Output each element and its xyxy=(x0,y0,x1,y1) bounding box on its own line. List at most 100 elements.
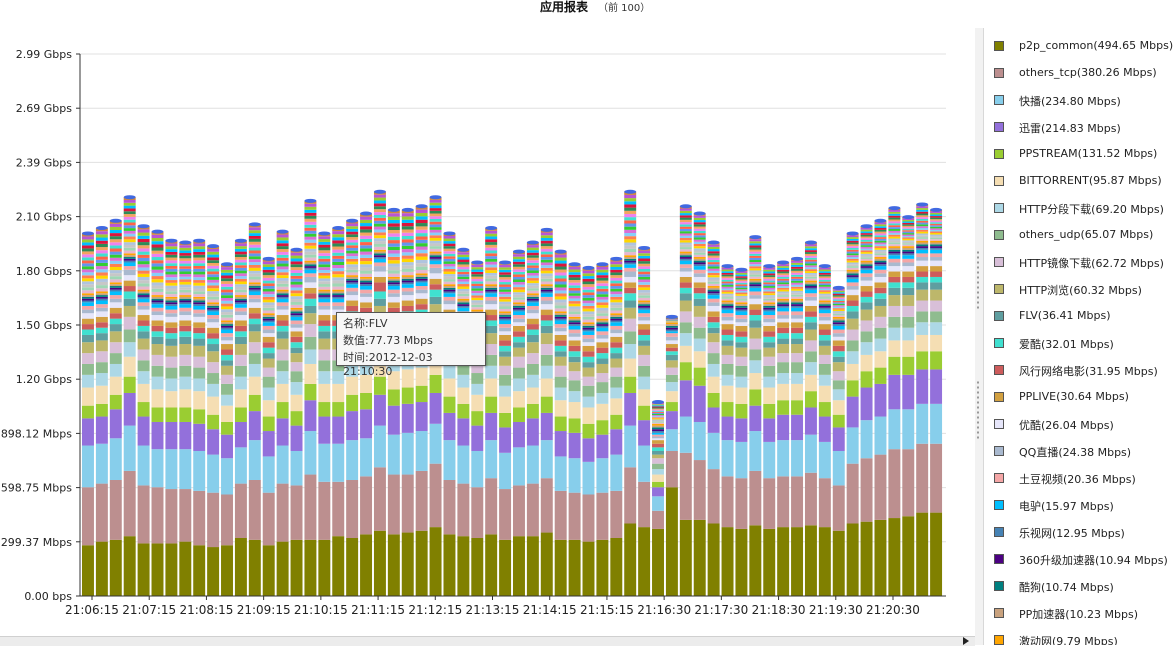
bar-segment xyxy=(832,306,845,309)
bar-segment xyxy=(540,287,553,290)
panel-splitter[interactable] xyxy=(975,28,983,645)
bar-segment xyxy=(818,288,831,291)
bar-segment xyxy=(721,283,734,286)
bar-segment xyxy=(179,281,192,285)
bar-segment xyxy=(346,247,359,251)
x-tick-label: 21:06:15 xyxy=(65,603,119,617)
bar-segment xyxy=(332,296,345,299)
bar-segment xyxy=(457,271,470,275)
bar-segment xyxy=(290,362,303,372)
bar-segment xyxy=(930,403,943,444)
bar-segment xyxy=(179,287,192,290)
bar-segment xyxy=(179,292,192,296)
bar-segment xyxy=(791,322,804,328)
bar-segment xyxy=(207,282,220,286)
bar-segment xyxy=(624,236,637,240)
bar-segment xyxy=(457,307,470,312)
bar-segment xyxy=(471,373,484,384)
bar-segment xyxy=(443,238,456,242)
bar-segment xyxy=(749,338,762,350)
bar-segment xyxy=(234,311,247,316)
bar-segment xyxy=(207,333,220,339)
bar-segment xyxy=(207,338,220,345)
bar-segment xyxy=(693,228,706,231)
bar-segment xyxy=(832,297,845,300)
bar-segment xyxy=(610,376,623,388)
bar-segment xyxy=(624,392,637,426)
bar-segment xyxy=(401,532,414,596)
bar-segment xyxy=(568,314,581,317)
bar-segment xyxy=(82,487,94,546)
bar-segment xyxy=(526,255,539,258)
bar-segment xyxy=(109,254,122,258)
bar-segment xyxy=(123,376,136,393)
bar-segment xyxy=(721,304,734,306)
bar-segment xyxy=(95,269,108,273)
bar-segment xyxy=(373,197,386,201)
bar-segment xyxy=(693,316,706,328)
bar-segment xyxy=(401,245,414,250)
bar-segment xyxy=(540,284,553,287)
bar-segment xyxy=(485,325,498,334)
bar-segment xyxy=(304,282,317,288)
bar-segment xyxy=(429,392,442,424)
bar-segment xyxy=(221,458,233,495)
bar-segment xyxy=(916,235,929,238)
bar-segment xyxy=(429,240,442,244)
x-tick-label: 21:07:15 xyxy=(122,603,176,617)
bar-segment xyxy=(82,272,94,276)
bar-segment xyxy=(415,212,428,217)
bar-segment xyxy=(262,296,275,300)
bar-segment xyxy=(721,334,734,341)
bar-segment xyxy=(165,271,178,275)
bar-segment xyxy=(818,307,831,310)
bar-segment xyxy=(109,245,122,249)
legend-label: FLV(36.41 Mbps) xyxy=(1019,309,1111,322)
bar-segment xyxy=(82,363,94,375)
bar-cap xyxy=(485,226,498,231)
bar-segment xyxy=(123,356,136,377)
bar-segment xyxy=(137,338,150,350)
bar-segment xyxy=(415,269,428,274)
bar-segment xyxy=(429,229,442,233)
scroll-right-arrow-icon[interactable] xyxy=(963,637,969,645)
bar-segment xyxy=(513,261,525,265)
bar-cap xyxy=(624,189,637,194)
bar-cap xyxy=(568,262,581,267)
bar-segment xyxy=(318,250,331,254)
bar-segment xyxy=(471,274,484,277)
bar-segment xyxy=(457,445,470,484)
bar-segment xyxy=(832,371,845,381)
bar-segment xyxy=(888,209,901,212)
bar-segment xyxy=(82,309,94,314)
bar-segment xyxy=(735,289,748,291)
bar-segment xyxy=(902,295,915,306)
bar-segment xyxy=(207,251,220,255)
bar-segment xyxy=(638,345,651,355)
bar-segment xyxy=(109,263,122,267)
bar-segment xyxy=(276,272,289,276)
horizontal-scrollbar[interactable] xyxy=(0,636,975,646)
bar-segment xyxy=(276,309,289,316)
bar-segment xyxy=(888,244,901,247)
bar-segment xyxy=(707,289,720,292)
bar-segment xyxy=(151,344,164,355)
bar-segment xyxy=(513,279,525,283)
bar-segment xyxy=(721,340,734,346)
bar-segment xyxy=(82,263,94,267)
bar-segment xyxy=(443,293,456,297)
bar-segment xyxy=(429,255,442,258)
bar-cap xyxy=(888,206,901,211)
bar-segment xyxy=(151,253,164,258)
bar-segment xyxy=(290,450,303,486)
bar-segment xyxy=(818,320,831,325)
bar-segment xyxy=(721,354,734,364)
bar-segment xyxy=(332,383,345,403)
bar-segment xyxy=(179,271,192,275)
splitter-grip-icon[interactable] xyxy=(976,380,980,440)
bar-segment xyxy=(846,276,859,279)
bar-segment xyxy=(373,298,386,306)
bar-segment xyxy=(109,273,122,277)
splitter-grip-icon[interactable] xyxy=(976,250,980,310)
bar-segment xyxy=(443,248,456,252)
